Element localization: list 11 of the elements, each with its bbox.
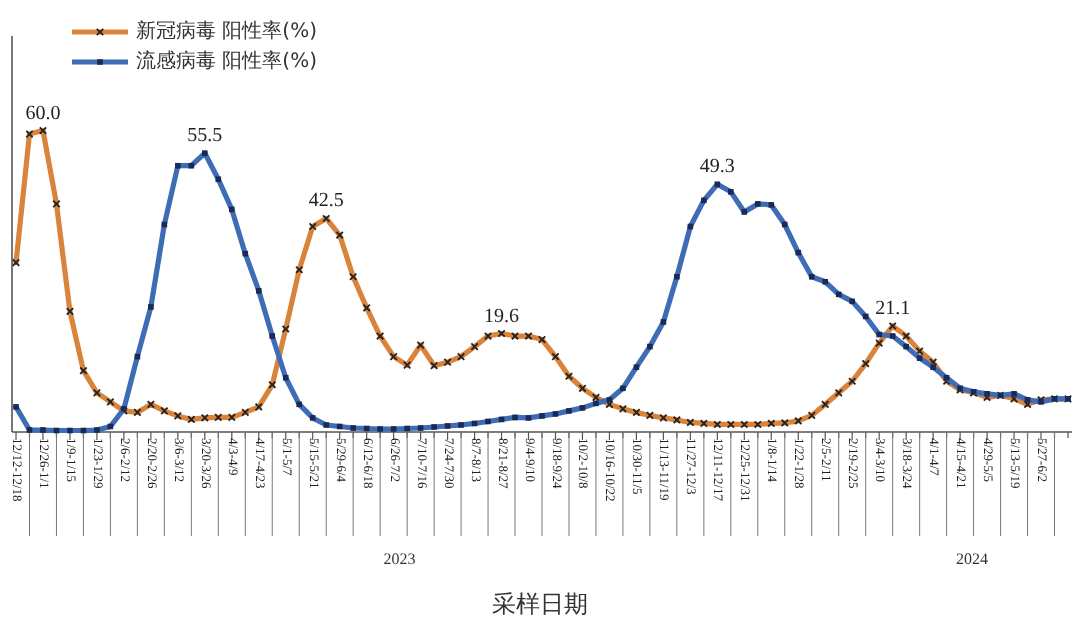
x-axis-title: 采样日期 [492,590,588,618]
data-label: 21.1 [875,297,911,320]
data-label: 55.5 [187,125,223,148]
data-label: 19.6 [484,305,520,328]
legend-label: 新冠病毒 阳性率(%) [136,19,318,44]
data-label: 49.3 [699,156,735,179]
text: 2023 [383,550,416,568]
legend-label: 流感病毒 阳性率(%) [136,49,318,74]
data-label: 60.0 [25,102,61,125]
data-label: 42.5 [308,190,344,213]
text: 2024 [956,550,988,568]
